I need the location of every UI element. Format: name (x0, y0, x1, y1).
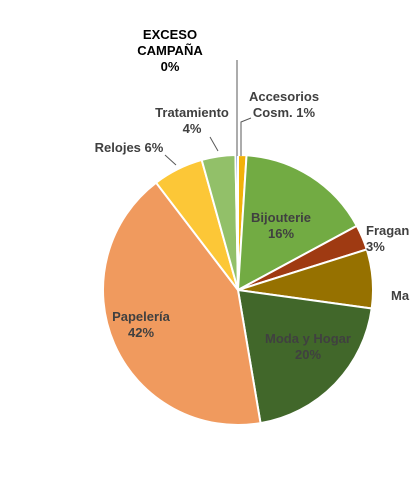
data-label-line: Moda y Hogar (265, 331, 351, 346)
data-label-line: 42% (128, 325, 154, 340)
data-label-line: Ma (391, 288, 410, 303)
data-label-bijouterie: Bijouterie 16% (251, 210, 311, 241)
data-label-tratamiento: Tratamiento 4% (155, 105, 229, 136)
data-label-line: Fragan (366, 223, 409, 238)
data-label-line: Cosm. 1% (253, 105, 316, 120)
slice-labels: Accesorios Cosm. 1% Bijouterie 16% Fragan 3% M… (95, 27, 410, 362)
data-label-line: 4% (183, 121, 202, 136)
pie-slice-moda-y-hogar (236, 288, 373, 425)
data-label-ma: Ma (391, 288, 410, 303)
data-label-relojes: Relojes 6% (95, 140, 164, 155)
data-label-line: Relojes 6% (95, 140, 164, 155)
leader-line-accesorios-cosm (240, 117, 252, 156)
data-label-line: CAMPAÑA (137, 43, 203, 58)
leader-line-tratamiento (209, 136, 219, 152)
pie-slices (101, 153, 374, 426)
pie-slice-bijouterie (236, 154, 359, 292)
data-label-line: EXCESO (143, 27, 197, 42)
data-label-papeleria: Papelería 42% (112, 309, 171, 340)
data-label-line: Bijouterie (251, 210, 311, 225)
leader-lines (164, 60, 252, 166)
data-label-line: 20% (295, 347, 321, 362)
data-label-line: Accesorios (249, 89, 319, 104)
data-label-moda-y-hogar: Moda y Hogar 20% (265, 331, 351, 362)
data-label-line: 0% (161, 59, 180, 74)
data-label-line: 3% (366, 239, 385, 254)
pie-slice-papeleria (101, 181, 262, 426)
data-label-line: Tratamiento (155, 105, 229, 120)
data-label-accesorios-cosm: Accesorios Cosm. 1% (249, 89, 319, 120)
data-label-exceso-campana: EXCESO CAMPAÑA 0% (137, 27, 203, 74)
leader-line-relojes (164, 154, 177, 166)
data-label-fragan: Fragan 3% (366, 223, 409, 254)
data-label-line: Papelería (112, 309, 171, 324)
data-label-line: 16% (268, 226, 294, 241)
